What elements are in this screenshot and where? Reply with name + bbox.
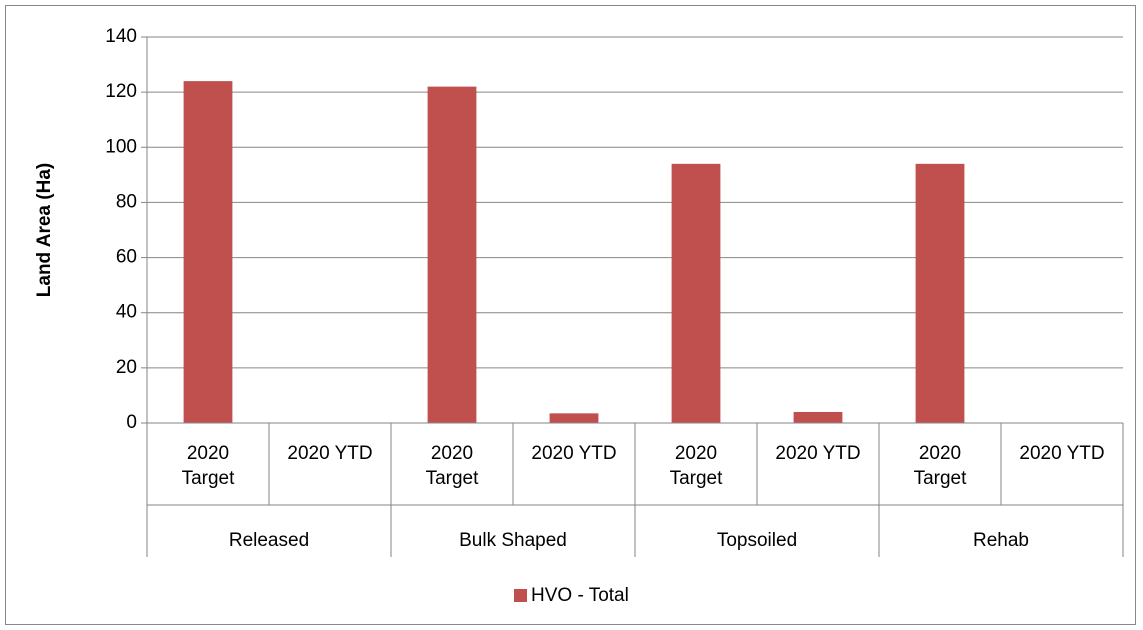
- y-tick-label: 140: [105, 26, 137, 47]
- x-tick-label: 2020 Target: [425, 443, 479, 489]
- x-tick-label-box: 2020 YTD: [531, 443, 617, 464]
- x-tick-label-box: 2020 YTD: [775, 443, 861, 464]
- x-tick-label: 2020 Target: [181, 443, 235, 489]
- x-tick-label-box: 2020 YTD: [1019, 443, 1105, 464]
- y-tick-label: 20: [116, 357, 137, 378]
- y-tick-label: 120: [105, 81, 137, 102]
- bar: [549, 413, 599, 423]
- y-axis-label: Land Area (Ha): [34, 163, 55, 297]
- x-tick-label: 2020 YTD: [775, 443, 861, 464]
- group-label: Rehab: [973, 530, 1029, 551]
- y-tick-label: 100: [105, 136, 137, 157]
- x-tick-label: 2020 YTD: [531, 443, 617, 464]
- group-label: Bulk Shaped: [459, 530, 567, 551]
- bar: [793, 411, 843, 423]
- y-tick-label: 40: [116, 302, 137, 323]
- y-tick-label: 0: [126, 412, 137, 433]
- chart-border: [5, 5, 1136, 625]
- legend-label: HVO - Total: [531, 585, 629, 606]
- x-tick-label-box: 2020 YTD: [287, 443, 373, 464]
- x-tick-label: 2020 YTD: [287, 443, 373, 464]
- x-tick-label-box: 2020 Target: [669, 443, 723, 489]
- x-tick-label-box: 2020 Target: [913, 443, 967, 489]
- bar: [915, 163, 965, 424]
- x-tick-label: 2020 YTD: [1019, 443, 1105, 464]
- y-tick-label: 60: [116, 247, 137, 268]
- bar: [671, 163, 721, 424]
- y-tick-label: 80: [116, 191, 137, 212]
- bar: [183, 81, 233, 423]
- group-label: Topsoiled: [717, 530, 797, 551]
- x-tick-label-box: 2020 Target: [181, 443, 235, 489]
- x-tick-label-box: 2020 Target: [425, 443, 479, 489]
- x-tick-label: 2020 Target: [669, 443, 723, 489]
- legend-swatch: [514, 589, 527, 602]
- group-label: Released: [229, 530, 309, 551]
- x-tick-label: 2020 Target: [913, 443, 967, 489]
- bar: [427, 86, 477, 423]
